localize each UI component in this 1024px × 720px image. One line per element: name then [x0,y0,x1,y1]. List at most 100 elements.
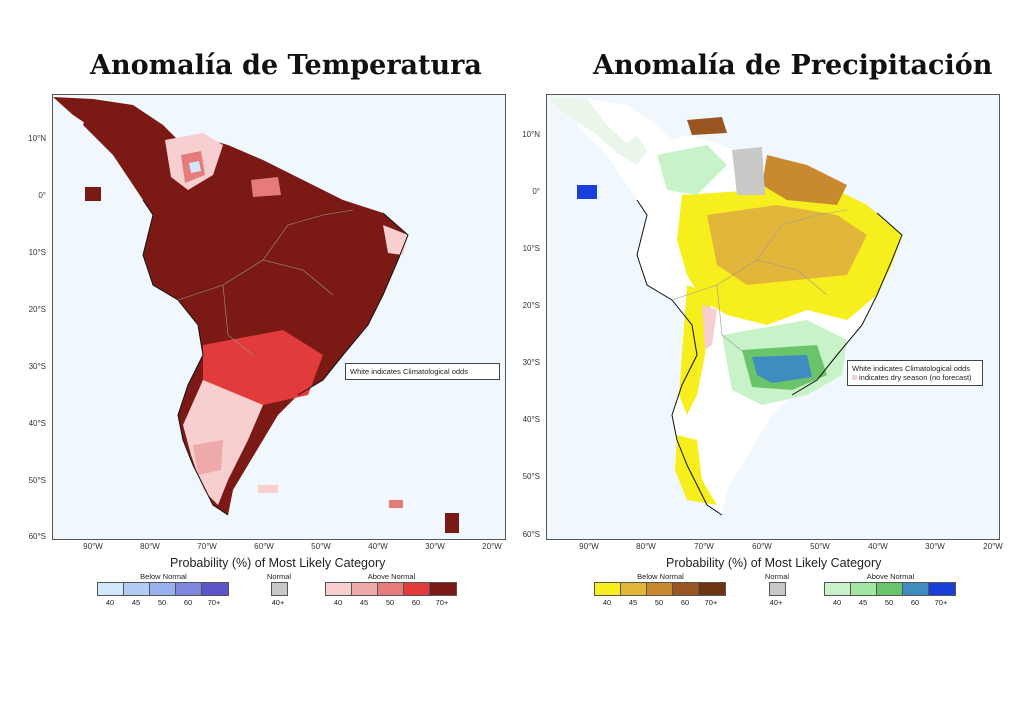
temp-lon-label: 40°W [368,542,388,551]
patagonia-mid [193,440,223,475]
prec-lon-label: 20°W [983,542,1003,551]
precipitation-legend: Below Normal 40 45 50 60 70+ Normal 40+ … [0,572,1024,612]
prec-borders [671,209,848,356]
legend-swatch [699,583,725,595]
legend-label: 50 [157,598,167,607]
legend-label: 70+ [704,598,718,607]
central-america-prec [547,97,647,165]
temp-lat-label: 0° [38,191,46,200]
prec-andes-pink [702,305,717,350]
legend-label: 60 [680,598,690,607]
legend-swatch [770,583,785,595]
prec-below-swatches [594,582,726,596]
temperature-legend: Below Normal 40 45 50 60 70+ Normal 40+ … [0,572,520,612]
south-georgia-patch [389,500,403,508]
temp-lat-label: 10°S [28,248,46,257]
prec-below-title: Below Normal [637,572,684,581]
prec-gray-normal [732,147,765,195]
prec-lon-label: 30°W [925,542,945,551]
legend-label: 60 [910,598,920,607]
temp-above-labels: 40 45 50 60 70+ [325,598,455,607]
legend-label: 50 [654,598,664,607]
temp-lon-label: 60°W [254,542,274,551]
legend-swatch [673,583,699,595]
legend-swatch [326,583,352,595]
temp-lat-label: 10°N [28,134,46,143]
prec-lon-label: 70°W [694,542,714,551]
prec-above-labels: 40 45 50 60 70+ [824,598,954,607]
legend-label: 70+ [435,598,449,607]
legend-swatch [176,583,202,595]
prec-above-swatches [824,582,956,596]
temp-climatological-note: White indicates Climatological odds [345,363,500,380]
temp-below-swatches [97,582,229,596]
legend-swatch [150,583,176,595]
legend-label: 45 [628,598,638,607]
temp-coastline [142,199,409,516]
legend-swatch [98,583,124,595]
prec-north-green [657,145,727,195]
prec-legend-above: Above Normal 40 45 50 60 70+ [824,572,957,612]
temp-lat-label: 30°S [28,362,46,371]
legend-label: 45 [858,598,868,607]
temp-below-labels: 40 45 50 60 70+ [97,598,227,607]
prec-lon-label: 60°W [752,542,772,551]
prec-lon-label: 80°W [636,542,656,551]
legend-swatch [378,583,404,595]
temperature-map [52,94,506,540]
legend-swatch [929,583,955,595]
prec-legend-normal: Normal 40+ [762,572,792,612]
temperature-title: Anomalía de Temperatura [90,50,482,81]
prec-lon-label: 90°W [579,542,599,551]
prec-legend-below: Below Normal 40 45 50 60 70+ [594,572,727,612]
legend-label: 50 [884,598,894,607]
central-america-temp [53,97,153,165]
legend-swatch [825,583,851,595]
legend-label: 60 [183,598,193,607]
prec-lat-label: 10°S [522,244,540,253]
prec-normal-label-row: 40+ [763,598,789,607]
legend-label: 40 [602,598,612,607]
temp-lat-label: 40°S [28,419,46,428]
prec-patagonia-yellow [675,435,717,505]
prec-coastline [636,199,903,516]
prec-wet-blue [752,355,812,383]
precipitation-map-canvas [547,97,903,516]
prec-lat-label: 20°S [522,301,540,310]
legend-swatch [404,583,430,595]
temp-legend-below: Below Normal 40 45 50 60 70+ [97,572,230,612]
temperature-map-canvas [53,97,459,533]
legend-label: 45 [359,598,369,607]
legend-swatch [877,583,903,595]
galapagos-patch [85,187,101,201]
legend-label: 70+ [207,598,221,607]
legend-swatch [202,583,228,595]
prec-galapagos-blue [577,185,597,199]
legend-label: 40 [832,598,842,607]
prec-lat-label: 40°S [522,415,540,424]
east-brazil-light [383,225,408,255]
legend-swatch [647,583,673,595]
temp-lon-label: 30°W [425,542,445,551]
precipitation-map [546,94,1000,540]
prec-lat-label: 10°N [522,130,540,139]
legend-label: 45 [131,598,141,607]
temp-above-swatches [325,582,457,596]
prec-lat-label: 0° [532,187,540,196]
dry-season-swatch [852,375,857,380]
precipitation-title: Anomalía de Precipitación [593,50,993,81]
north-blue-patch [189,161,201,173]
prec-note-line2: indicates dry season (no forecast) [852,373,978,382]
prec-lat-label: 30°S [522,358,540,367]
prec-normal-title: Normal [764,572,790,581]
legend-label: 40 [333,598,343,607]
legend-swatch [272,583,287,595]
temp-normal-title: Normal [266,572,292,581]
legend-swatch [430,583,456,595]
temp-normal-label-row: 40+ [265,598,291,607]
temp-lat-label: 60°S [28,532,46,541]
temp-borders [177,209,354,356]
prec-lat-label: 60°S [522,530,540,539]
legend-label: 60 [411,598,421,607]
temp-legend-above: Above Normal 40 45 50 60 70+ [325,572,458,612]
